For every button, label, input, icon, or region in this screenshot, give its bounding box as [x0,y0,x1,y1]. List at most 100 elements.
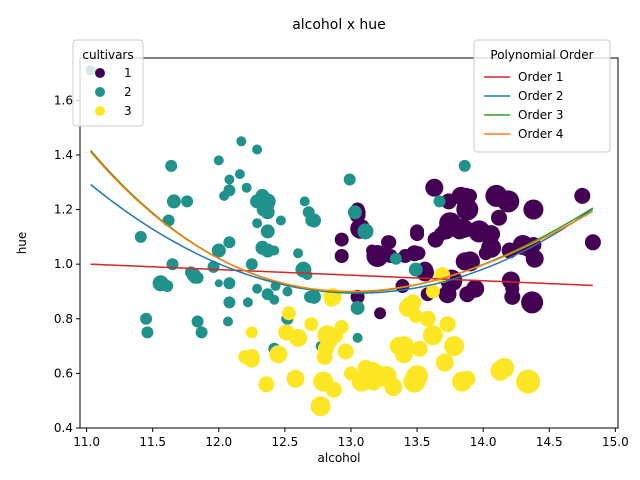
data-point-cultivar-2 [357,223,374,240]
legend-poly-label: Order 3 [518,108,564,122]
y-tick-label: 1.2 [54,203,73,217]
legend-cultivar-label: 1 [124,66,132,80]
legend-cultivars: cultivars 1 2 3 [72,39,144,127]
data-point-cultivar-3 [289,328,308,347]
legend-cultivar-label: 2 [124,85,132,99]
data-point-cultivar-2 [458,159,471,172]
data-point-cultivar-2 [195,326,208,339]
data-point-cultivar-2 [261,288,274,301]
data-point-cultivar-3 [304,317,319,332]
legend-poly-title: Polynomial Order [490,48,593,62]
data-point-cultivar-2 [408,262,423,277]
data-point-cultivar-1 [459,286,476,303]
fit-line-order-1 [90,263,593,287]
y-tick-label: 0.4 [54,421,73,435]
data-point-cultivar-1 [334,249,349,263]
x-tick-label: 11.0 [73,435,100,449]
data-point-cultivar-2 [245,258,258,271]
data-point-cultivar-3 [403,370,426,393]
y-axis-ticks: 0.4 0.6 0.8 1.0 1.2 1.4 1.6 [54,93,80,435]
data-point-cultivar-3 [324,292,339,307]
legend-cultivar-label: 3 [124,104,132,118]
chart-title: alcohol x hue [292,17,386,33]
data-point-cultivar-2 [185,266,197,279]
data-point-cultivar-2 [181,195,194,208]
data-point-cultivar-3 [245,326,258,339]
data-point-cultivar-1 [584,234,601,251]
legend-cultivar-marker [95,68,105,78]
data-point-cultivar-3 [398,298,417,317]
data-point-cultivar-1 [505,281,520,296]
data-point-cultivar-3 [516,369,541,394]
data-point-cultivar-3 [258,376,275,393]
data-point-cultivar-1 [425,178,444,197]
data-point-cultivar-1 [468,220,491,243]
data-point-cultivar-2 [433,195,446,208]
data-point-cultivar-3 [411,340,428,357]
data-point-cultivar-2 [214,279,223,288]
data-point-cultivar-2 [219,190,230,201]
data-point-cultivar-1 [382,235,397,250]
x-tick-label: 15.0 [602,435,629,449]
y-tick-label: 1.0 [54,257,73,271]
data-point-cultivar-2 [224,174,235,185]
data-point-cultivar-3 [425,284,440,299]
fit-line-order-4 [90,151,594,293]
data-point-cultivar-2 [223,316,233,327]
data-point-cultivar-1 [497,190,520,213]
data-point-cultivar-2 [241,182,252,193]
data-point-cultivar-2 [347,205,362,220]
legend-cultivars-entries: 1 2 3 [95,66,132,118]
data-point-cultivar-2 [282,286,293,297]
y-tick-label: 0.6 [54,366,73,380]
data-point-cultivar-2 [343,173,356,186]
x-tick-label: 13.0 [338,435,365,449]
legend-poly-box [473,39,611,153]
x-tick-label: 11.5 [139,435,166,449]
legend-cultivar-marker [95,106,105,116]
y-tick-label: 1.6 [54,93,73,107]
data-point-cultivar-2 [141,326,154,339]
legend-poly-label: Order 4 [518,127,564,141]
x-tick-label: 12.0 [205,435,232,449]
axes-frame [79,57,619,429]
legend-poly-entries: Order 1 Order 2 Order 3 Order 4 [484,70,564,141]
plot-area [85,65,601,417]
data-point-cultivar-2 [152,275,169,292]
x-tick-label: 14.5 [536,435,563,449]
legend-poly-label: Order 1 [518,70,564,84]
data-point-cultivar-2 [211,243,226,258]
data-point-cultivar-3 [435,353,454,372]
data-point-cultivar-3 [243,351,260,368]
data-point-cultivar-3 [422,325,443,346]
data-point-cultivar-2 [260,224,275,239]
data-point-cultivar-3 [281,306,296,321]
data-point-cultivar-2 [234,169,245,180]
data-point-cultivar-2 [302,206,315,219]
data-point-cultivar-2 [140,312,153,325]
data-point-cultivar-3 [444,336,465,357]
data-point-cultivar-2 [252,218,263,229]
data-point-cultivar-2 [236,136,247,147]
data-point-cultivar-1 [438,223,455,240]
data-point-cultivar-3 [383,377,398,392]
data-point-cultivar-1 [478,246,493,261]
data-point-cultivar-3 [439,316,456,333]
data-point-cultivar-3 [310,396,331,417]
data-point-cultivar-1 [574,187,591,204]
data-point-cultivar-1 [463,188,477,203]
data-point-cultivar-3 [316,349,333,365]
x-axis-label: alcohol [318,451,361,465]
data-point-cultivar-2 [242,297,253,308]
data-point-cultivar-1 [440,193,457,210]
data-point-cultivar-1 [374,307,387,320]
points-layer [85,65,601,417]
data-point-cultivar-2 [223,277,236,290]
y-tick-label: 0.8 [54,312,73,326]
data-point-cultivar-2 [299,196,310,207]
data-point-cultivar-2 [352,332,363,343]
data-point-cultivar-2 [275,215,286,226]
data-point-cultivar-2 [293,248,304,259]
data-point-cultivar-1 [366,244,379,257]
data-point-cultivar-2 [162,214,175,227]
